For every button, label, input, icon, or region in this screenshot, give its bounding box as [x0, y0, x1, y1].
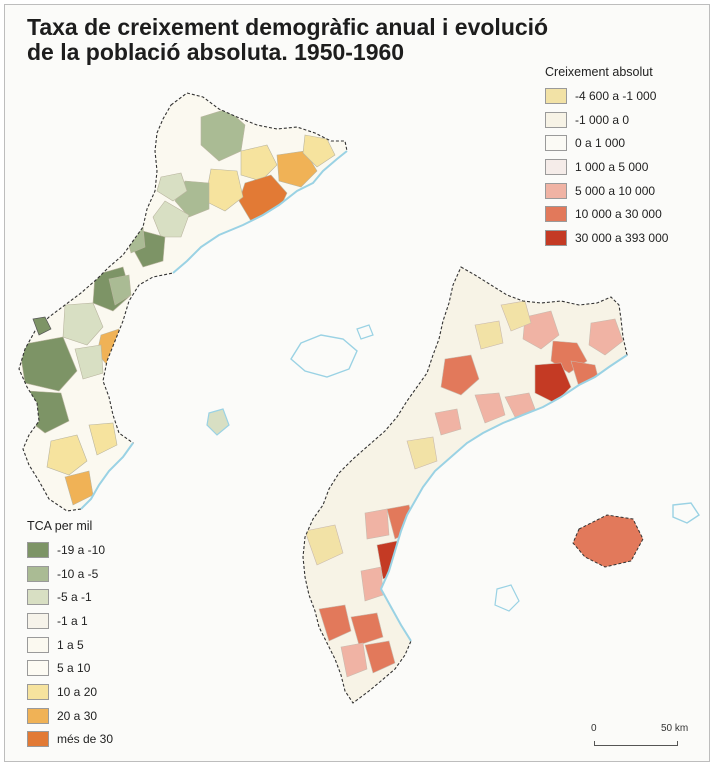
legend-label: 5 a 10 [57, 661, 91, 676]
scale-end-label: 50 km [661, 723, 689, 734]
legend-label: -19 a -10 [57, 542, 106, 557]
legend-swatch [27, 589, 49, 606]
legend-swatch [545, 206, 567, 223]
legend-label: 1 000 a 5 000 [575, 159, 649, 174]
legend-swatch [27, 565, 49, 582]
legend-swatch [545, 87, 567, 104]
legend-swatch [545, 182, 567, 199]
legend-swatch [545, 158, 567, 175]
map-title: Taxa de creixement demogràfic anual i ev… [27, 15, 548, 65]
legend-tca-item: 10 a 20 [27, 680, 113, 704]
legend-label: 10 a 20 [57, 684, 98, 699]
legend-label: 30 000 a 393 000 [575, 230, 669, 245]
legend-absolute-item: 10 000 a 30 000 [545, 202, 668, 226]
legend-label: 10 000 a 30 000 [575, 207, 662, 222]
menorca-outline-left [356, 324, 374, 340]
legend-label: 1 a 5 [57, 637, 84, 652]
legend-label: més de 30 [57, 732, 114, 747]
legend-label: 20 a 30 [57, 708, 98, 723]
mallorca-right [572, 514, 644, 568]
right-map-absolute [302, 266, 700, 704]
legend-absolute-item: -1 000 a 0 [545, 108, 668, 132]
legend-swatch [27, 612, 49, 629]
legend-swatch [27, 636, 49, 653]
legend-tca-item: més de 30 [27, 728, 113, 752]
mallorca-outline-left [290, 334, 358, 378]
legend-swatch [545, 135, 567, 152]
legend-swatch [27, 660, 49, 677]
left-map-tca [18, 92, 374, 512]
legend-tca-item: 5 a 10 [27, 656, 113, 680]
scale-line [594, 741, 678, 746]
maps-svg [18, 92, 700, 704]
legend-swatch [27, 541, 49, 558]
legend-absolute-item: 5 000 a 10 000 [545, 179, 668, 203]
legend-swatch [27, 683, 49, 700]
eivissa-left [206, 408, 230, 436]
legend-swatch [27, 707, 49, 724]
legend-label: 5 000 a 10 000 [575, 183, 656, 198]
legend-label: -5 a -1 [57, 590, 92, 605]
legend-label: -1 000 a 0 [575, 112, 630, 127]
legend-absolute-title: Creixement absolut [545, 65, 653, 79]
legend-tca-item: -10 a -5 [27, 562, 113, 586]
eivissa-right [494, 584, 520, 612]
scale-start-label: 0 [591, 723, 597, 734]
legend-tca-item: -1 a 1 [27, 609, 113, 633]
legend-tca-item: -5 a -1 [27, 585, 113, 609]
legend-tca-item: 1 a 5 [27, 633, 113, 657]
legend-tca-item: 20 a 30 [27, 704, 113, 728]
legend-swatch [545, 229, 567, 246]
legend-absolute-item: -4 600 a -1 000 [545, 84, 668, 108]
legend-absolute-item: 0 a 1 000 [545, 131, 668, 155]
legend-swatch [27, 731, 49, 748]
legend-tca: TCA per mil -19 a -10 -10 a -5 -5 a -1 -… [27, 519, 113, 751]
legend-label: 0 a 1 000 [575, 136, 626, 151]
legend-label: -1 a 1 [57, 613, 88, 628]
legend-absolute-growth: Creixement absolut -4 600 a -1 000 -1 00… [545, 65, 668, 250]
legend-tca-item: -19 a -10 [27, 538, 113, 562]
legend-absolute-item: 30 000 a 393 000 [545, 226, 668, 250]
title-line-2: de la població absoluta. 1950-1960 [27, 39, 405, 65]
map-frame: Taxa de creixement demogràfic anual i ev… [4, 4, 710, 762]
legend-swatch [545, 111, 567, 128]
legend-tca-title: TCA per mil [27, 519, 93, 533]
title-line-1: Taxa de creixement demogràfic anual i ev… [27, 14, 549, 40]
legend-label: -4 600 a -1 000 [575, 88, 657, 103]
menorca-right [672, 502, 700, 524]
legend-label: -10 a -5 [57, 566, 99, 581]
scale-bar: 0 50 km [591, 723, 691, 753]
legend-absolute-item: 1 000 a 5 000 [545, 155, 668, 179]
